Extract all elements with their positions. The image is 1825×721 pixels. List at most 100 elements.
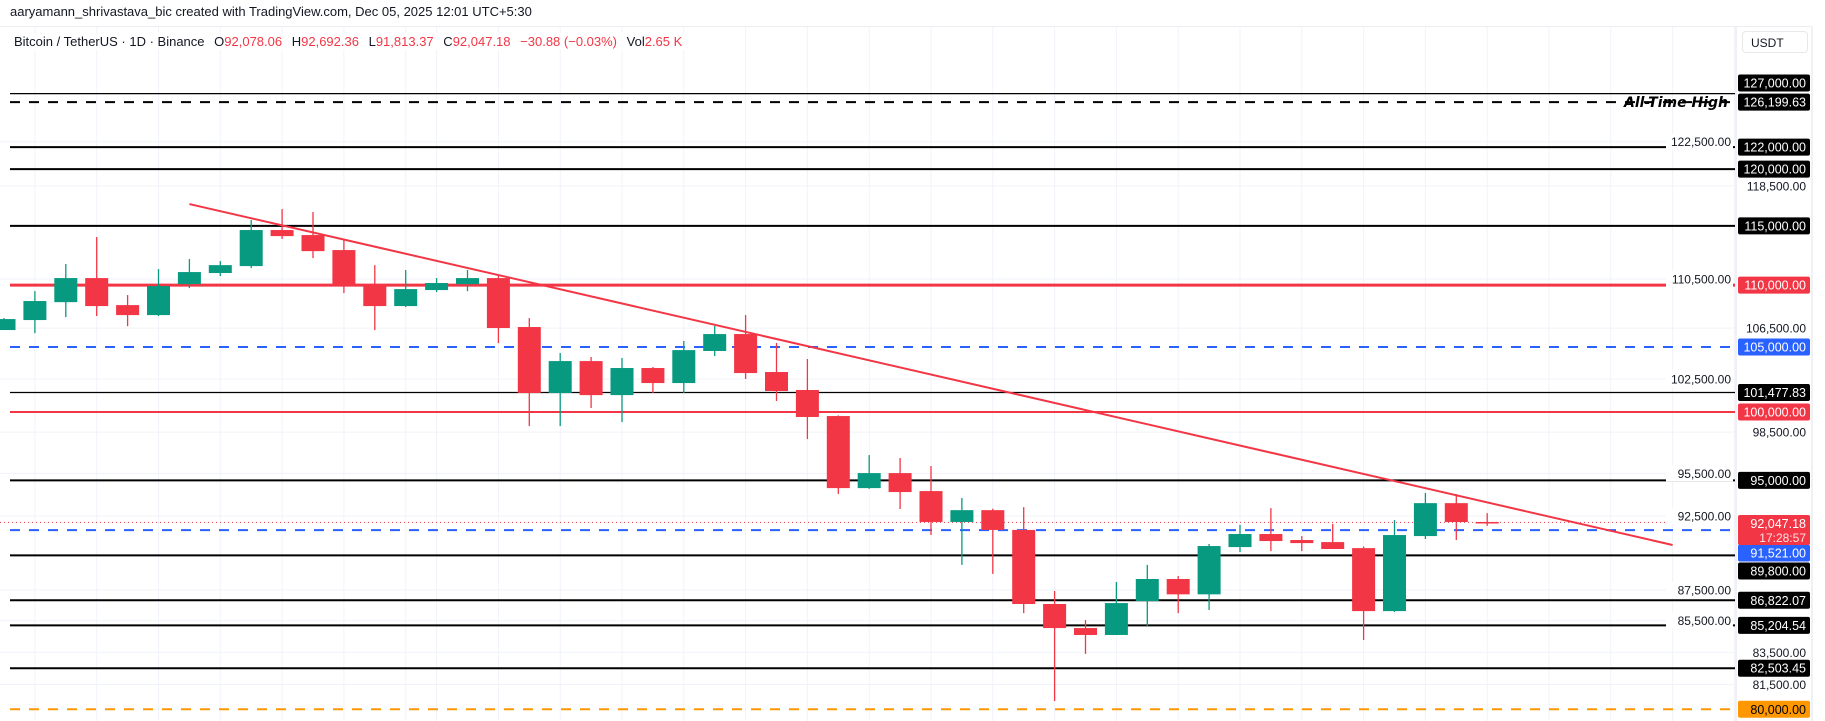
price-level-label-box	[1738, 160, 1810, 178]
candle-body	[641, 368, 665, 384]
candle	[1166, 575, 1190, 614]
candle-body	[54, 278, 78, 303]
volume-label: Vol	[626, 34, 645, 49]
price-axis-tick: 95,500.00	[1666, 465, 1733, 482]
candle-body	[177, 272, 201, 285]
candle	[270, 209, 294, 240]
candle-body	[0, 319, 16, 331]
candle-body	[517, 327, 541, 393]
candle-body	[1043, 604, 1067, 629]
price-level-label-text: 127,000.00	[1743, 77, 1806, 91]
candle-body	[85, 278, 109, 307]
candle	[85, 237, 109, 317]
close-value: 92,047.18	[452, 34, 511, 49]
candle-body	[147, 286, 170, 316]
price-level-label: 89,800.00	[1738, 562, 1810, 580]
candle	[857, 455, 881, 489]
candle-body	[919, 491, 943, 522]
price-level-label-text: 91,521.00	[1750, 547, 1806, 561]
candle-body	[765, 372, 788, 392]
candle-body	[1413, 503, 1437, 537]
price-level-label: 91,521.00	[1738, 544, 1810, 562]
candle	[888, 457, 912, 510]
candle	[394, 270, 418, 308]
price-level-label: 110,000.00	[1738, 276, 1810, 294]
price-axis-tick-label: 98,500.00	[1753, 426, 1807, 440]
candle-body	[1352, 548, 1376, 612]
price-axis-tick-backing	[1666, 612, 1733, 629]
price-level-label-text: 126,199.63	[1743, 96, 1806, 110]
candle-body	[486, 278, 510, 329]
candle	[177, 259, 201, 289]
price-level-label-text: 85,204.54	[1750, 619, 1806, 633]
candle	[1290, 536, 1314, 552]
symbol-name[interactable]: Bitcoin / TetherUS · 1D · Binance	[14, 34, 205, 49]
price-level-label-text: 101,477.83	[1743, 386, 1806, 400]
price-level-label-box	[1738, 562, 1810, 580]
candle-body	[270, 230, 294, 237]
price-axis-tick: 110,500.00	[1666, 271, 1733, 288]
candle-body	[1321, 542, 1345, 549]
price-level-label-text: 115,000.00	[1744, 219, 1806, 233]
candle-body	[548, 361, 572, 393]
price-axis-tick-label: 106,500.00	[1746, 322, 1806, 336]
candle-body	[981, 510, 1005, 530]
price-level-label-box	[1738, 591, 1810, 609]
current-price-text: 92,047.18	[1750, 517, 1806, 531]
candle	[703, 326, 727, 357]
candle-body	[116, 305, 140, 316]
candle-body	[23, 301, 47, 321]
candle	[610, 358, 634, 423]
candle	[1104, 582, 1128, 635]
candle	[54, 264, 78, 318]
high-value: 92,692.36	[301, 34, 359, 49]
candle	[1197, 543, 1221, 611]
high-label: H	[291, 34, 302, 49]
price-level-label-box	[1738, 403, 1810, 421]
candle	[332, 240, 356, 294]
price-level-label-box	[1738, 659, 1810, 677]
price-axis-tick: 102,500.00	[1666, 371, 1733, 388]
candle-body	[950, 510, 974, 522]
chart-top-border	[0, 26, 1812, 27]
price-axis-tick: 106,500.00	[1746, 322, 1806, 336]
candle-body	[610, 368, 634, 396]
candle	[641, 366, 665, 393]
candle-body	[857, 473, 881, 489]
open-value: 92,078.06	[224, 34, 283, 49]
currency-button[interactable]: USDT	[1742, 31, 1808, 53]
candle	[919, 466, 943, 536]
candle	[23, 291, 47, 334]
price-axis-tick: 122,500.00	[1666, 133, 1733, 150]
candle-body	[456, 278, 479, 285]
candle-body	[363, 284, 387, 307]
price-level-label: 95,000.00	[1738, 471, 1810, 489]
candle-body	[301, 235, 325, 252]
price-axis-tick-label: 83,500.00	[1753, 646, 1807, 660]
price-level-label-box	[1738, 74, 1810, 92]
candle-body	[1290, 540, 1314, 544]
price-axis-tick: 98,500.00	[1753, 426, 1807, 440]
candle	[1012, 507, 1036, 614]
candle	[456, 270, 479, 292]
price-level-label: 85,204.54	[1738, 616, 1810, 634]
price-axis-tick-backing	[1666, 271, 1733, 288]
price-axis-tick-backing	[1666, 371, 1733, 388]
price-level-label-text: 95,000.00	[1750, 474, 1806, 488]
price-level-label-box	[1738, 616, 1810, 634]
price-axis-tick: 92,500.00	[1666, 507, 1733, 524]
price-level-label: 86,822.07	[1738, 591, 1810, 609]
candle	[517, 318, 541, 427]
price-axis-tick-label: 102,500.00	[1671, 373, 1731, 387]
candle-body	[208, 265, 232, 274]
candle	[1043, 590, 1067, 701]
candle	[981, 508, 1005, 574]
candle	[579, 356, 603, 409]
candle	[425, 278, 449, 293]
price-level-label-box	[1738, 138, 1810, 156]
candle	[734, 315, 758, 380]
price-axis-tick-label: 87,500.00	[1678, 583, 1732, 597]
volume-value: 2.65 K	[644, 34, 683, 49]
